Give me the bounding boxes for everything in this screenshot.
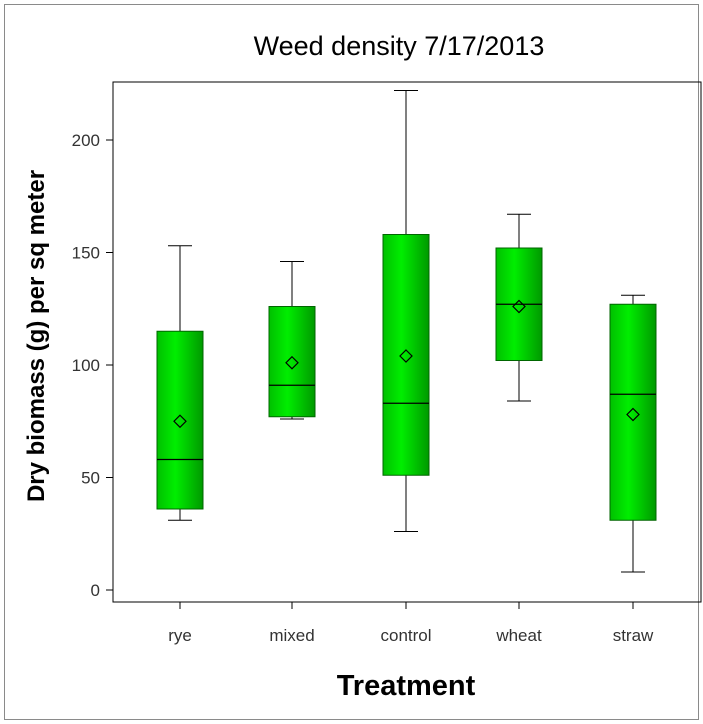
y-tick-label: 150 bbox=[72, 244, 100, 263]
chart-title: Weed density 7/17/2013 bbox=[254, 31, 545, 61]
x-tick-label: rye bbox=[168, 626, 192, 645]
x-axis-title: Treatment bbox=[337, 670, 476, 702]
boxes bbox=[156, 90, 657, 573]
box-mixed bbox=[268, 261, 316, 420]
x-axis: rye mixed control wheat straw bbox=[168, 602, 654, 645]
y-axis: 0 50 100 150 200 bbox=[72, 131, 113, 600]
y-tick-label: 0 bbox=[91, 581, 100, 600]
iqr-box bbox=[382, 234, 430, 476]
y-tick-label: 50 bbox=[81, 469, 100, 488]
x-tick-label: wheat bbox=[495, 626, 542, 645]
box-wheat bbox=[495, 213, 543, 402]
y-axis-title: Dry biomass (g) per sq meter bbox=[23, 170, 50, 502]
mean-marker bbox=[626, 407, 640, 422]
y-tick-label: 200 bbox=[72, 131, 100, 150]
x-tick-label: control bbox=[380, 626, 431, 645]
plot-area bbox=[112, 81, 702, 603]
y-tick-label: 100 bbox=[72, 356, 100, 375]
box-straw bbox=[609, 294, 657, 573]
mean-marker bbox=[512, 299, 526, 314]
iqr-box bbox=[268, 306, 316, 418]
mean-marker bbox=[173, 414, 187, 429]
chart-frame bbox=[4, 4, 699, 720]
x-tick-label: mixed bbox=[269, 626, 314, 645]
iqr-box bbox=[156, 330, 204, 510]
x-tick-label: straw bbox=[613, 626, 654, 645]
box-control bbox=[382, 90, 430, 532]
mean-marker bbox=[285, 355, 299, 370]
iqr-box bbox=[609, 303, 657, 521]
mean-marker bbox=[399, 349, 413, 363]
box-rye bbox=[156, 245, 204, 521]
